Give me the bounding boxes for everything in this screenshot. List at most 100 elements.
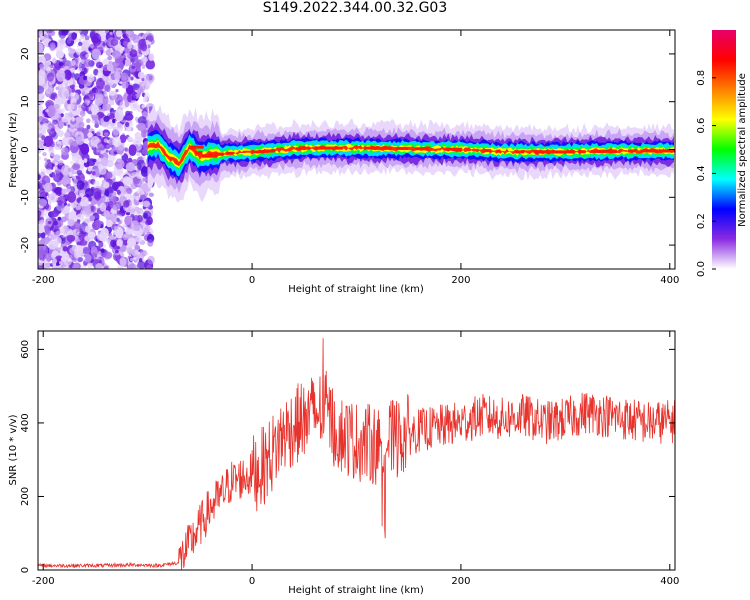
ridge-core [327,146,335,150]
noise-speckle [52,154,61,161]
noise-speckle [85,188,95,197]
noise-speckle [100,248,105,253]
noise-speckle [57,216,62,221]
noise-speckle [52,170,61,181]
noise-speckle [51,128,55,131]
noise-speckle [38,174,41,181]
noise-speckle [72,128,79,138]
ridge-band [147,141,675,167]
ridge-core [270,149,275,152]
noise-speckle [48,221,52,224]
noise-speckle [49,151,55,157]
noise-speckle [62,246,68,252]
snr-series [38,338,675,570]
ridge-core [496,149,501,153]
noise-speckle [136,231,143,237]
noise-speckle [121,81,129,89]
noise-speckle [119,134,127,143]
noise-speckle [142,177,147,182]
ridge-core [421,147,428,151]
noise-speckle [76,180,85,191]
noise-speckle [56,69,66,82]
ridge-core [646,149,658,153]
noise-speckle [109,31,113,36]
noise-speckle [110,239,117,248]
noise-speckle [83,158,88,164]
ridge-core [264,149,275,153]
noise-speckle [131,171,139,177]
noise-speckle [38,107,43,116]
noise-speckle [96,111,105,119]
ridge-core [314,146,332,150]
noise-speckle [94,98,103,107]
noise-speckle [103,115,110,122]
snr-line [38,338,675,570]
noise-speckle [112,203,121,211]
noise-speckle [141,83,145,86]
spectrogram-ridge [147,101,675,203]
noise-speckle [55,189,60,195]
noise-speckle [103,138,108,143]
noise-speckle [61,189,66,195]
spectrogram-x-ticks: -200 0 200 400 [32,30,679,286]
noise-speckle [63,90,70,98]
noise-speckle [129,100,139,111]
chart-title: S149.2022.344.00.32.G03 [262,0,448,16]
noise-speckle [125,227,133,235]
noise-speckle [55,50,64,59]
noise-speckle [126,54,130,58]
noise-speckle [57,200,63,207]
noise-speckle [143,212,148,219]
noise-speckle [38,198,48,207]
noise-speckle [119,257,127,267]
noise-speckle [43,225,50,234]
ridge-core [208,153,213,157]
noise-speckle [44,157,48,162]
noise-speckle [113,40,117,45]
noise-speckle [79,51,89,60]
ridge-core [653,149,658,153]
noise-speckle [111,50,121,58]
noise-speckle [59,42,67,49]
noise-speckle [137,137,143,143]
noise-speckle [124,100,130,108]
noise-speckle [87,74,95,83]
noise-speckle [96,231,104,240]
ridge-core [383,146,392,150]
noise-speckle [38,232,42,239]
ridge-core [609,149,617,153]
noise-speckle [40,232,46,239]
noise-speckle [74,73,80,81]
noise-speckle [38,184,41,190]
noise-speckle [105,149,109,153]
noise-speckle [69,48,76,54]
noise-speckle [146,264,153,269]
noise-speckle [122,223,127,228]
noise-speckle [87,231,96,239]
noise-speckle [91,48,101,60]
noise-speckle [44,82,53,94]
ridge-core [452,147,459,151]
noise-speckle [61,116,69,123]
snr-x-axis-label: Height of straight line (km) [288,585,424,596]
ridge-core [195,151,203,155]
ridge-core [227,151,234,155]
noise-speckle [38,124,42,129]
colorbar-ramp [712,30,736,269]
noise-speckle [143,227,150,233]
noise-speckle [52,94,58,99]
spectrogram-y-axis-label: Frequency (Hz) [8,112,19,188]
y-tick-label: 200 [20,487,31,506]
noise-speckle [73,202,78,207]
noise-speckle [95,263,103,269]
noise-speckle [104,132,109,137]
noise-speckle [116,189,121,195]
noise-speckle [75,30,79,33]
noise-speckle [67,203,71,207]
noise-speckle [127,136,133,142]
noise-speckle [134,244,141,251]
noise-speckle [68,79,74,86]
colorbar-tick-label: 0.4 [696,165,707,181]
noise-speckle [78,38,82,43]
